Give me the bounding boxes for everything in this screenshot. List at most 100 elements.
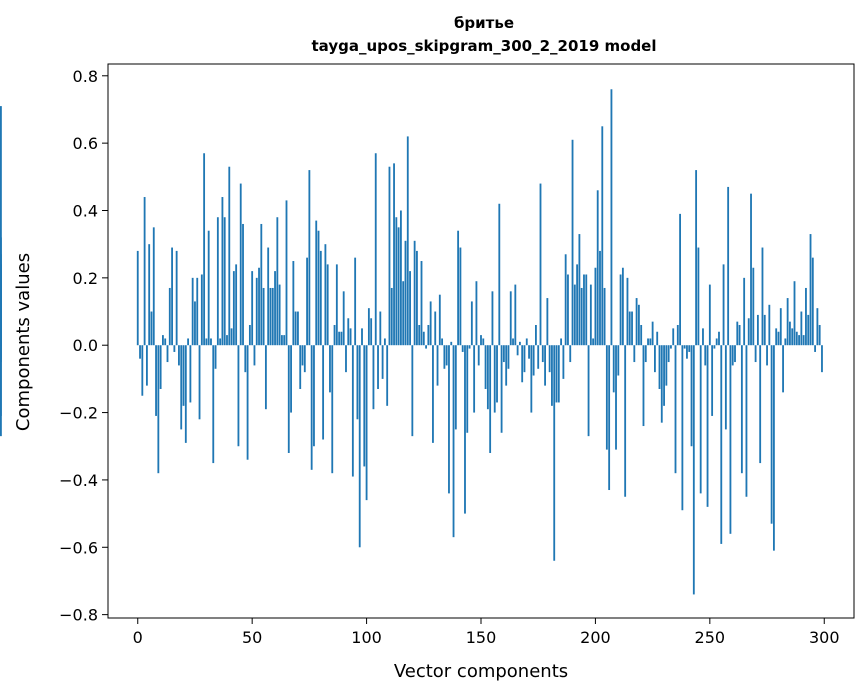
bar — [761, 247, 764, 346]
bar — [351, 345, 354, 477]
bar — [182, 345, 185, 406]
bar — [420, 261, 423, 346]
bar — [283, 335, 286, 346]
bar — [525, 338, 528, 346]
bar — [381, 345, 384, 379]
plot-frame — [107, 63, 855, 619]
bar — [226, 335, 228, 346]
bar — [656, 331, 659, 346]
bar — [811, 257, 814, 346]
bar — [523, 345, 526, 373]
bar — [386, 345, 389, 406]
bar — [150, 311, 153, 346]
bar — [505, 345, 508, 386]
bar — [399, 210, 402, 346]
bar — [244, 345, 247, 373]
bar — [807, 314, 810, 346]
bar — [470, 301, 473, 346]
bar — [500, 345, 503, 433]
bar — [397, 227, 400, 346]
bar — [690, 345, 693, 447]
bar — [516, 345, 519, 356]
bar — [605, 345, 608, 450]
bar — [708, 284, 711, 346]
bar — [194, 301, 196, 346]
bar — [740, 345, 743, 474]
bar — [271, 287, 274, 346]
bar — [502, 345, 505, 363]
bar — [363, 345, 366, 467]
bar — [480, 335, 482, 346]
bar — [777, 331, 780, 346]
bar — [562, 345, 565, 379]
bar — [315, 220, 318, 346]
bar — [484, 345, 487, 389]
bar — [347, 318, 350, 346]
bar — [541, 345, 544, 363]
bar — [198, 345, 201, 420]
bar — [676, 325, 679, 346]
bar — [477, 345, 480, 366]
y-tick-label: −0.6 — [59, 538, 98, 557]
bar — [287, 345, 290, 453]
bar — [672, 328, 675, 346]
bar — [342, 291, 345, 346]
x-tick-label: 250 — [695, 628, 726, 647]
bar — [640, 325, 643, 346]
bar — [736, 321, 739, 346]
bar — [683, 345, 686, 349]
bar — [793, 281, 796, 346]
bar — [658, 345, 661, 389]
bar — [789, 321, 791, 346]
bar — [688, 345, 691, 352]
bar — [766, 345, 768, 366]
bar — [395, 217, 398, 346]
bar — [388, 166, 391, 346]
bar — [491, 291, 494, 346]
bar — [699, 345, 702, 494]
bar — [507, 345, 510, 369]
bar — [532, 345, 535, 376]
bar — [335, 264, 338, 346]
bar — [621, 267, 624, 346]
bar — [141, 345, 144, 396]
bar — [162, 335, 164, 346]
bar — [763, 314, 766, 346]
bar — [432, 345, 434, 443]
bar — [686, 345, 688, 359]
bar — [466, 345, 469, 433]
y-tick-label: −0.4 — [59, 471, 98, 490]
bar — [168, 287, 171, 346]
bar — [548, 345, 551, 373]
bar — [585, 274, 588, 346]
bar — [546, 298, 549, 346]
bar — [242, 223, 244, 346]
bar — [152, 227, 155, 346]
bar — [377, 345, 379, 389]
bar — [338, 331, 341, 346]
bar — [654, 345, 656, 373]
bar — [157, 345, 160, 474]
bar — [274, 271, 276, 346]
bar — [610, 89, 613, 346]
bar — [390, 287, 393, 346]
bar — [230, 328, 233, 346]
bar — [679, 213, 681, 346]
bar — [159, 345, 162, 389]
bar — [459, 247, 462, 346]
bar — [642, 345, 645, 427]
bar — [674, 345, 677, 474]
bar — [779, 308, 782, 346]
bar — [784, 338, 787, 346]
bar — [745, 345, 748, 497]
bar — [203, 153, 206, 346]
bar — [589, 284, 592, 346]
y-tick-label: 0.0 — [73, 336, 98, 355]
bar — [818, 325, 821, 346]
bar — [427, 325, 430, 346]
bar — [670, 345, 672, 349]
bar — [317, 230, 320, 346]
bar — [310, 345, 313, 470]
bar — [450, 341, 453, 346]
bar — [756, 314, 759, 346]
